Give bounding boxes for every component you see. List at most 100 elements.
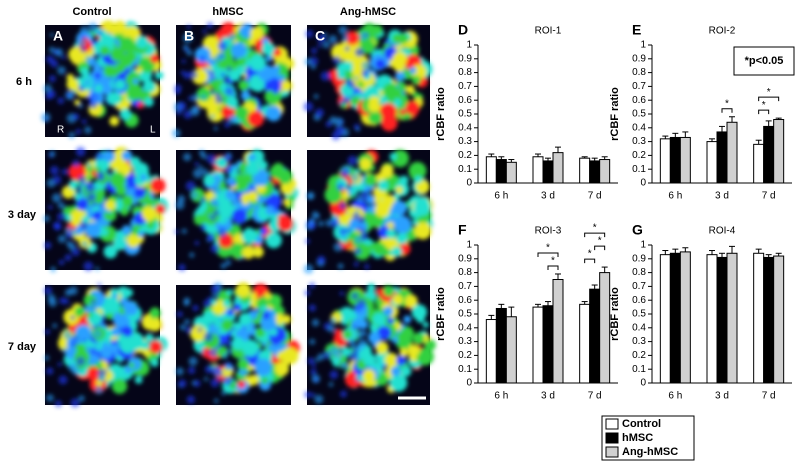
image-blob	[375, 341, 389, 355]
image-blob	[92, 329, 102, 339]
image-blob	[50, 59, 59, 68]
image-blob	[372, 24, 383, 36]
image-blob	[202, 29, 207, 34]
image-blob	[198, 165, 203, 170]
image-blob	[200, 94, 207, 101]
image-blob	[393, 215, 412, 234]
image-blob	[76, 198, 89, 211]
image-blob	[228, 33, 237, 42]
image-blob	[412, 332, 425, 345]
image-blob	[98, 374, 106, 382]
image-blob	[238, 162, 248, 172]
image-blob	[338, 25, 348, 35]
image-blob	[224, 86, 234, 96]
image-blob	[270, 335, 281, 346]
row-title: 7 day	[8, 341, 37, 353]
row-title: 6 h	[16, 76, 32, 88]
bar	[589, 160, 601, 184]
image-blob	[144, 97, 154, 107]
image-blob	[413, 198, 431, 216]
image-blob	[154, 71, 164, 80]
image-blob	[384, 352, 399, 367]
image-blob	[403, 315, 412, 324]
image-blob	[334, 328, 343, 337]
image-blob	[305, 238, 311, 244]
bar	[495, 307, 507, 384]
y-tick-label: 0	[466, 378, 472, 389]
image-blob	[407, 344, 420, 357]
image-blob	[150, 53, 160, 64]
image-blob	[48, 205, 53, 210]
image-blob	[188, 356, 198, 366]
image-blob	[121, 325, 133, 337]
image-blob	[95, 266, 100, 272]
image-blob	[311, 363, 317, 368]
image-blob	[391, 200, 407, 216]
bar	[495, 159, 507, 184]
image-blob	[182, 44, 189, 51]
image-blob	[323, 351, 332, 359]
image-blob	[116, 356, 123, 363]
bar	[763, 256, 775, 384]
image-blob	[382, 82, 399, 99]
image-blob	[121, 150, 133, 161]
image-blob	[200, 201, 208, 209]
image-blob	[78, 395, 85, 402]
x-tick-label: 3 d	[541, 391, 555, 402]
image-blob	[79, 221, 87, 229]
bar	[679, 251, 691, 384]
image-blob	[383, 306, 394, 317]
image-blob	[107, 91, 121, 106]
image-blob	[281, 347, 299, 365]
image-blob	[87, 302, 98, 313]
image-blob	[43, 215, 50, 222]
image-blob	[337, 71, 346, 80]
image-blob	[98, 344, 113, 359]
image-blob	[174, 229, 179, 234]
image-blob	[207, 235, 214, 242]
image-blob	[364, 32, 369, 38]
image-blob	[206, 22, 214, 29]
y-tick-label: 0.2	[632, 150, 646, 161]
image-blob	[217, 227, 227, 238]
image-blob	[414, 222, 432, 240]
image-blob	[247, 110, 264, 127]
image-blob	[185, 180, 196, 191]
image-blob	[309, 338, 316, 345]
image-blob	[57, 66, 66, 75]
image-blob	[372, 242, 387, 256]
panel-letter: A	[53, 28, 63, 44]
image-blob	[54, 400, 62, 408]
image-blob	[386, 228, 397, 239]
image-blob	[231, 42, 247, 59]
image-blob	[54, 48, 64, 57]
bar	[726, 121, 738, 184]
image-blob	[198, 149, 205, 156]
image-blob	[52, 175, 62, 185]
bar	[532, 156, 544, 184]
image-blob	[329, 370, 339, 380]
image-blob	[221, 390, 226, 396]
image-blob	[308, 304, 317, 312]
bar	[532, 306, 544, 384]
image-blob	[86, 366, 101, 381]
image-blob	[354, 235, 363, 244]
image-blob	[248, 374, 260, 386]
image-blob	[345, 30, 360, 46]
image-texture	[41, 20, 164, 139]
y-axis-label: rCBF ratio	[609, 287, 621, 341]
image-blob	[185, 326, 192, 334]
image-blob	[340, 167, 350, 178]
bar	[505, 316, 517, 384]
bar	[726, 252, 738, 384]
image-blob	[112, 310, 131, 329]
significance-label: *	[593, 223, 597, 234]
image-blob	[175, 367, 184, 376]
row-title: 3 day	[8, 209, 37, 221]
image-blob	[203, 376, 209, 382]
image-blob	[210, 243, 220, 253]
image-blob	[364, 264, 370, 270]
image-blob	[245, 161, 260, 176]
image-blob	[49, 165, 59, 175]
image-blob	[341, 347, 351, 357]
